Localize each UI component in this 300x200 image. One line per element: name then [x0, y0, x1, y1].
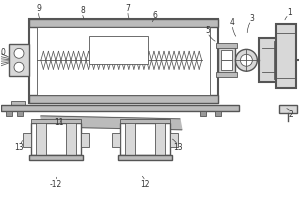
Text: -12: -12	[50, 180, 62, 189]
Bar	[31, 119, 81, 123]
Bar	[66, 119, 76, 155]
Circle shape	[236, 49, 257, 71]
Bar	[218, 46, 236, 74]
Bar	[29, 19, 218, 27]
Bar	[216, 43, 238, 48]
Bar	[216, 72, 238, 77]
Text: 7: 7	[126, 4, 131, 13]
Bar	[155, 119, 165, 155]
Bar	[118, 155, 172, 160]
Bar	[112, 133, 120, 147]
Text: 4: 4	[230, 18, 235, 27]
Bar	[81, 133, 88, 147]
Text: 8: 8	[80, 6, 85, 15]
Text: 13: 13	[173, 143, 183, 152]
Text: 6: 6	[153, 11, 158, 20]
Circle shape	[14, 48, 24, 58]
Text: 9: 9	[36, 4, 41, 13]
Text: 0: 0	[1, 48, 5, 57]
Text: 3: 3	[249, 14, 254, 23]
Text: 13: 13	[14, 143, 24, 152]
Bar	[220, 50, 232, 60]
Bar	[11, 101, 25, 107]
Bar	[125, 119, 135, 155]
Bar	[9, 44, 29, 76]
Text: 5: 5	[205, 26, 210, 35]
Bar	[170, 133, 178, 147]
Bar	[200, 111, 206, 116]
Circle shape	[14, 62, 24, 72]
Bar	[276, 24, 296, 88]
Bar	[29, 95, 218, 103]
Bar	[37, 27, 210, 95]
Bar	[29, 155, 82, 160]
Text: 2: 2	[289, 110, 293, 119]
Bar	[36, 119, 46, 155]
Circle shape	[240, 54, 252, 66]
Bar	[6, 111, 12, 116]
Text: 11: 11	[54, 118, 64, 127]
Bar	[29, 19, 218, 103]
Bar	[1, 105, 239, 111]
Bar	[120, 123, 170, 155]
Bar	[88, 36, 148, 64]
Text: 12: 12	[140, 180, 150, 189]
Text: 1: 1	[287, 8, 292, 17]
Bar	[259, 38, 289, 82]
Bar	[279, 105, 297, 113]
Polygon shape	[41, 116, 182, 130]
Bar	[31, 123, 81, 155]
Bar	[220, 60, 232, 70]
Bar	[214, 111, 220, 116]
Bar	[120, 119, 170, 123]
Bar	[17, 111, 23, 116]
Bar	[23, 133, 31, 147]
